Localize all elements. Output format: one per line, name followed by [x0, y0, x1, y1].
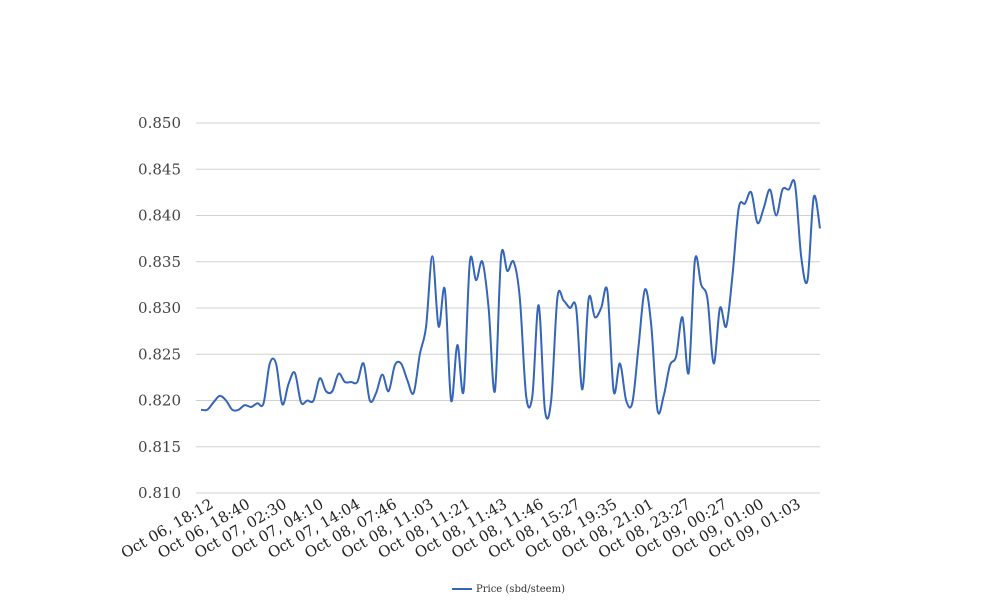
- y-tick-label: 0.840: [138, 207, 181, 225]
- y-tick-label: 0.845: [138, 160, 181, 178]
- y-tick-label: 0.825: [138, 345, 181, 363]
- series-layer: [200, 179, 821, 420]
- y-axis-tick-labels: 0.850 0.845 0.840 0.835 0.830 0.825 0.820 0.815…: [138, 114, 181, 502]
- gridlines: [196, 122, 820, 494]
- y-tick-label: 0.830: [138, 299, 181, 317]
- series-line-price: [200, 179, 821, 420]
- y-tick-label: 0.835: [138, 253, 181, 271]
- y-tick-label: 0.820: [138, 392, 181, 410]
- legend-label: Price (sbd/steem): [476, 584, 565, 595]
- y-tick-label: 0.815: [138, 438, 181, 456]
- y-tick-label: 0.810: [138, 484, 181, 502]
- y-tick-label: 0.850: [138, 114, 181, 132]
- legend: Price (sbd/steem): [452, 584, 565, 595]
